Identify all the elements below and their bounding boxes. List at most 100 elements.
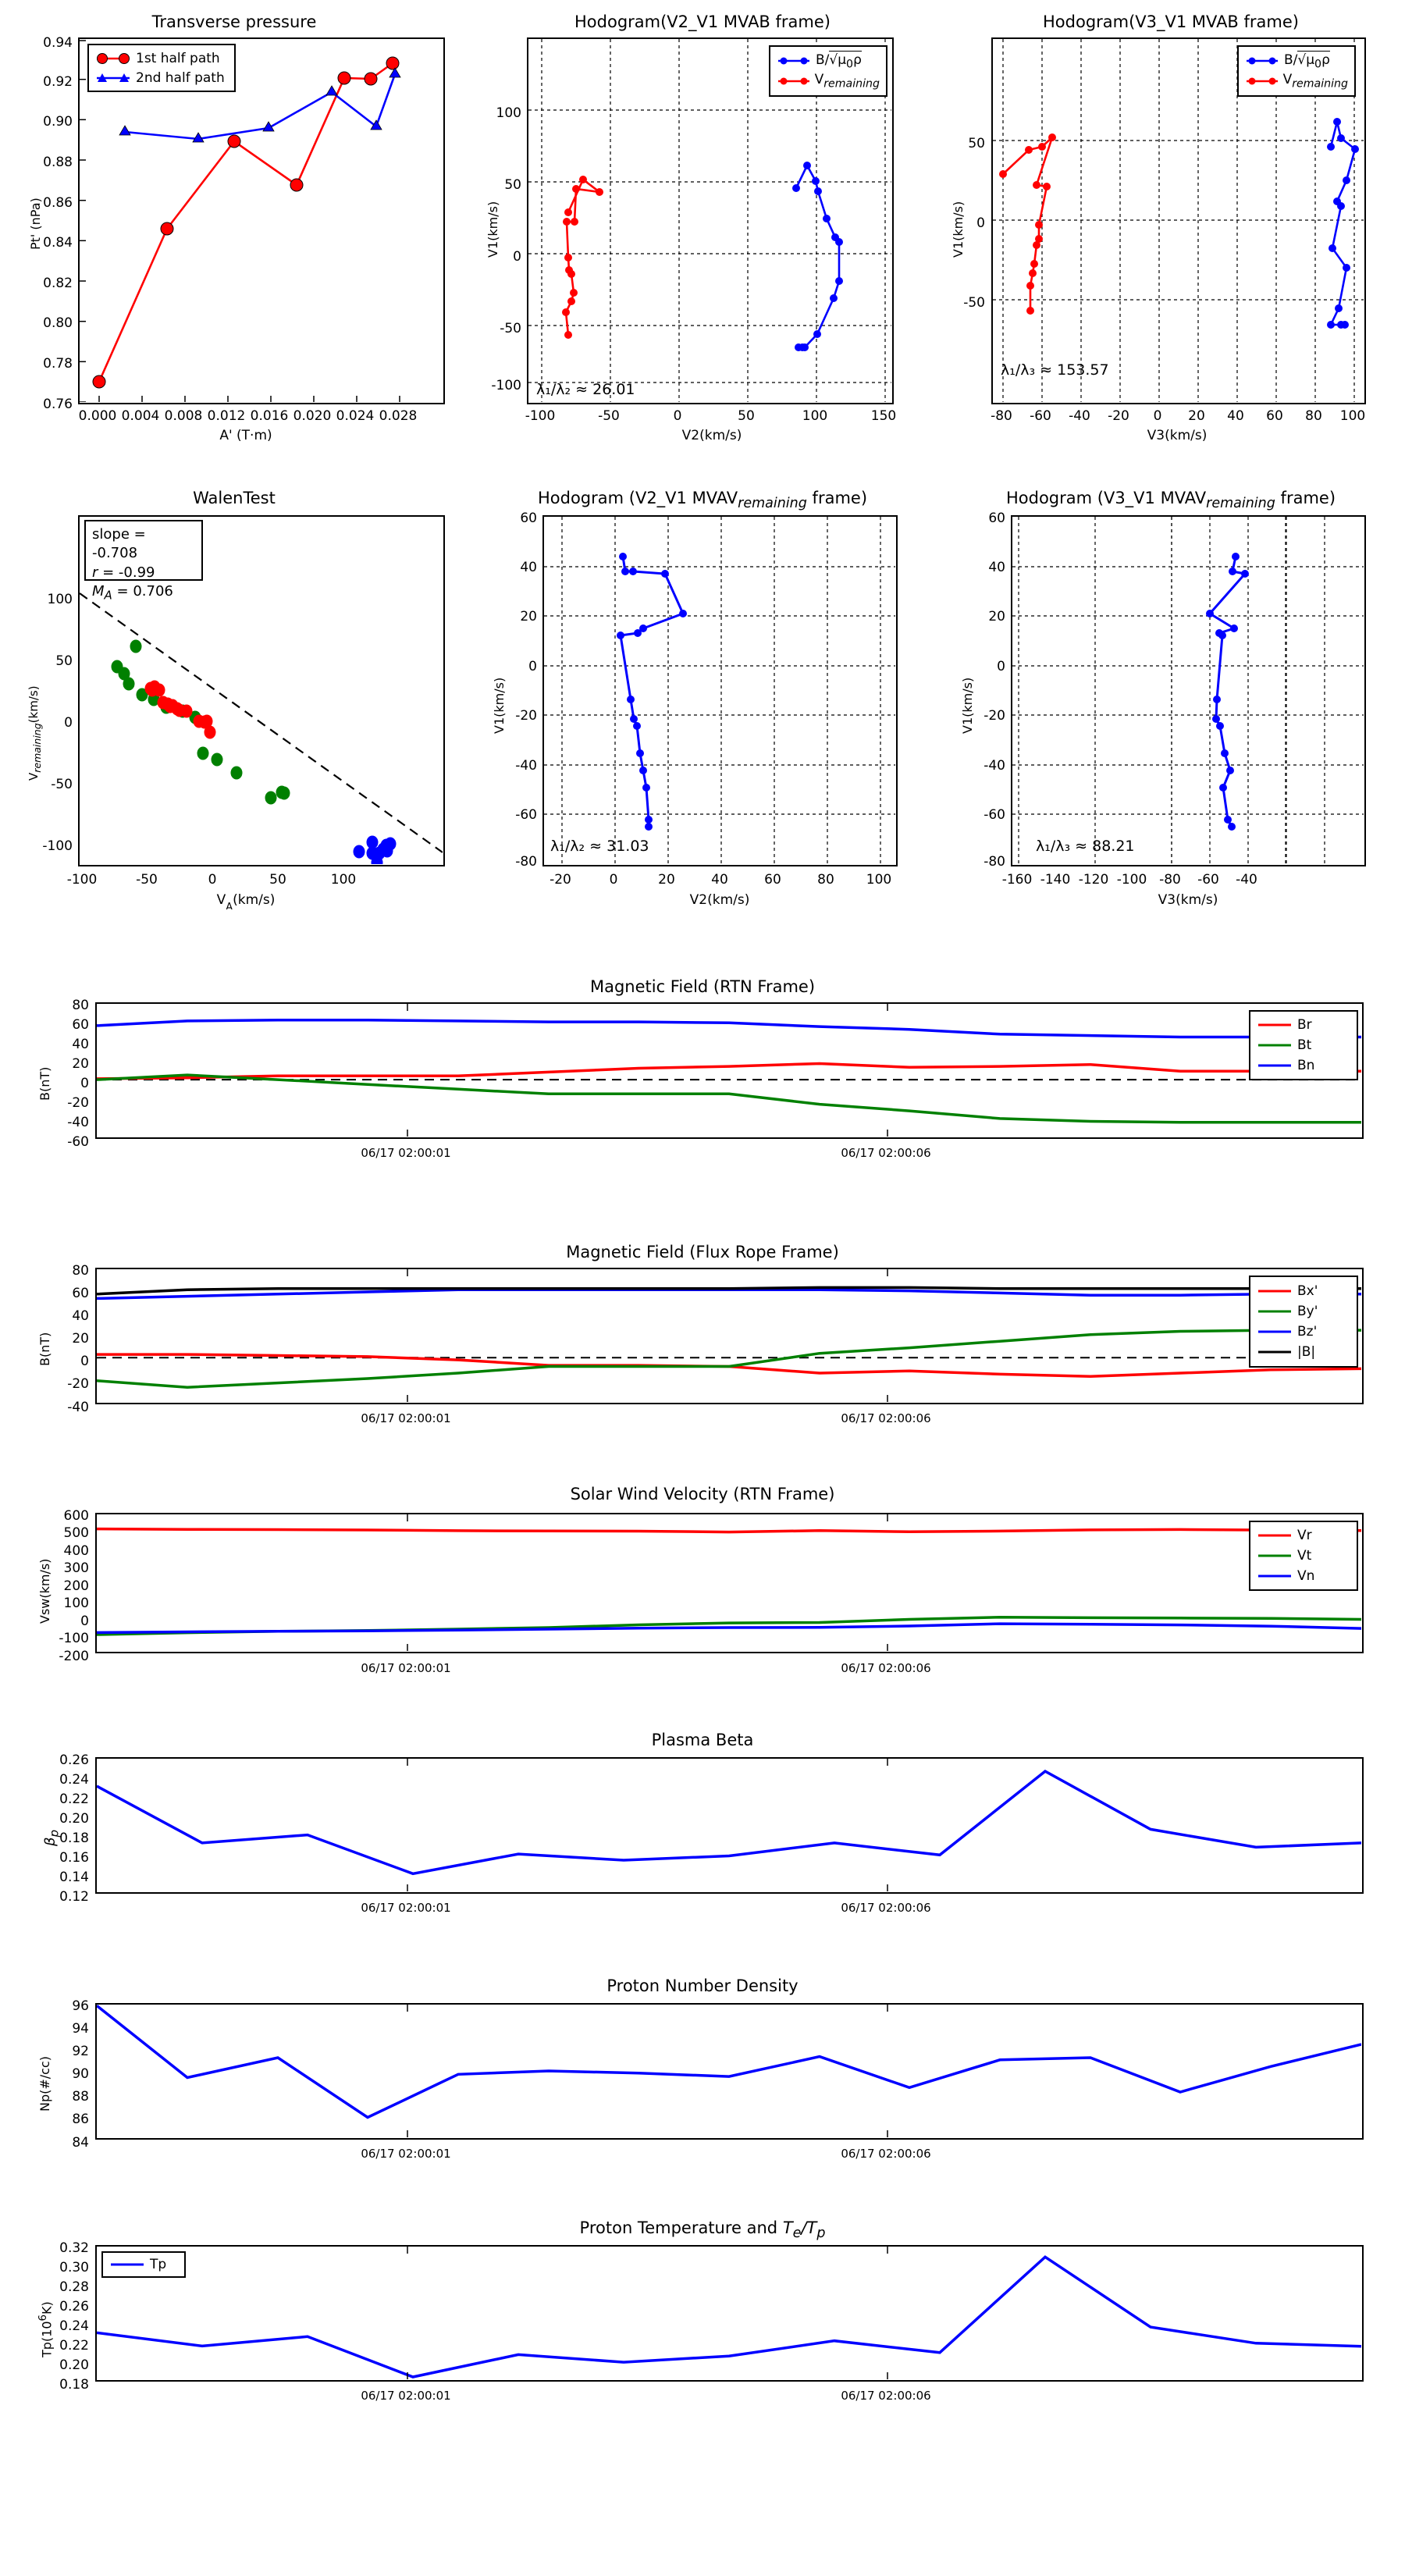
svg-text:0.90: 0.90 (43, 114, 73, 130)
panel-magnetic-field-fluxrope: Magnetic Field (Flux Rope Frame) 80 60 40… (0, 1241, 1405, 1460)
svg-text:-60: -60 (515, 807, 537, 823)
panel-hodogram-v2v1-mvab: Hodogram(V2_V1 MVAB frame) λ₁/λ₂ ≈ 26.01 (468, 8, 937, 453)
svg-text:0.20: 0.20 (59, 2357, 89, 2373)
legend-item: Bt (1257, 1035, 1350, 1055)
svg-text:-40: -40 (1069, 408, 1090, 424)
svg-text:84: 84 (72, 2135, 89, 2149)
panel-title: Solar Wind Velocity (RTN Frame) (570, 1485, 835, 1503)
svg-text:0.32: 0.32 (59, 2240, 89, 2256)
tp-yticks: 0.32 0.30 0.28 0.26 0.24 0.22 0.20 0.18 (59, 2240, 89, 2391)
svg-text:-40: -40 (984, 758, 1005, 774)
panel-solar-wind-velocity: Solar Wind Velocity (RTN Frame) 600 500 4… (0, 1483, 1405, 1710)
beta-ylabel: βp (42, 1829, 62, 1846)
svg-text:-120: -120 (1079, 872, 1109, 888)
svg-text:-100: -100 (525, 408, 556, 424)
svg-text:100: 100 (866, 872, 891, 888)
svg-text:50: 50 (269, 872, 286, 888)
svg-text:60: 60 (72, 1017, 89, 1033)
svg-text:-80: -80 (515, 854, 537, 870)
walen-xticks: -100 -50 0 50 100 VA(km/s) (67, 872, 357, 909)
svg-text:96: 96 (72, 1998, 89, 2014)
lambda-annotation: λ₁/λ₃ ≈ 88.21 (1036, 838, 1135, 855)
svg-text:-60: -60 (984, 807, 1005, 823)
svg-text:50: 50 (738, 408, 755, 424)
svg-text:80: 80 (817, 872, 834, 888)
panel-magnetic-field-rtn: Magnetic Field (RTN Frame) 80 60 40 20 0 -2… (0, 976, 1405, 1194)
np-yticks: 96 94 92 90 88 86 84 (72, 1998, 89, 2149)
svg-text:40: 40 (988, 560, 1005, 575)
np-svg (97, 2005, 1361, 2137)
svg-text:60: 60 (988, 511, 1005, 526)
svg-text:-80: -80 (984, 854, 1005, 870)
svg-text:50: 50 (504, 177, 521, 193)
svg-text:-50: -50 (51, 777, 73, 792)
svg-text:0.84: 0.84 (43, 235, 73, 251)
legend-item: Vt (1257, 1546, 1350, 1566)
legend-label: B/√μ0ρ (816, 51, 862, 71)
svg-text:0.16: 0.16 (59, 1850, 89, 1866)
walen-slope: slope = -0.708 (92, 526, 146, 562)
legend-label: By' (1297, 1304, 1318, 1319)
legend-item: 2nd half path (95, 68, 228, 87)
svg-text:0.26: 0.26 (59, 1752, 89, 1768)
svg-text:50: 50 (55, 653, 73, 669)
legend-item: |B| (1257, 1342, 1350, 1362)
np-ylabel: Np(#/cc) (37, 2056, 52, 2112)
plot-area (95, 2245, 1364, 2382)
mfrtn-yticks: 80 60 40 20 0 -20 -40 -60 (67, 998, 89, 1148)
plot-area (95, 1757, 1364, 1894)
svg-text:400: 400 (64, 1543, 89, 1559)
svg-text:0.24: 0.24 (59, 1772, 89, 1788)
walen-xlabel: VA(km/s) (217, 892, 276, 909)
legend-item: Vn (1257, 1566, 1350, 1586)
svg-text:0.22: 0.22 (59, 2338, 89, 2354)
svg-text:60: 60 (1266, 408, 1283, 424)
hodogram4-xticks: -160 -140 -120 -100 -80 -60 -40 V3(km/s) (1002, 872, 1257, 908)
hodogram4-xlabel: V3(km/s) (1158, 892, 1218, 908)
legend-item: Br (1257, 1015, 1350, 1035)
panel-walen-test: WalenTest (0, 484, 468, 921)
panel-title: Magnetic Field (RTN Frame) (589, 977, 816, 996)
svg-text:0: 0 (80, 1354, 89, 1369)
panel-title: Proton Temperature and Te/Tp (579, 2218, 826, 2242)
xtick-label: 06/17 02:00:01 (361, 2389, 451, 2403)
svg-text:0.26: 0.26 (59, 2299, 89, 2314)
plot-area (95, 2003, 1364, 2140)
legend-item: Bx' (1257, 1281, 1350, 1301)
svg-text:0.020: 0.020 (293, 408, 332, 424)
svg-text:0.24: 0.24 (59, 2318, 89, 2334)
svg-text:-40: -40 (1236, 872, 1257, 888)
walen-ma: MA = 0.706 (92, 582, 173, 603)
legend-item: Vremaining (777, 71, 880, 91)
svg-text:-40: -40 (515, 758, 537, 774)
legend-label: Br (1297, 1017, 1312, 1033)
panel-title: Hodogram (V2_V1 MVAVremaining frame) (537, 489, 868, 512)
beta-yticks: 0.26 0.24 0.22 0.20 0.18 0.16 0.14 0.12 (59, 1752, 89, 1903)
hodogram1-yticks: 100 50 0 -50 -100 (491, 105, 521, 393)
svg-text:60: 60 (764, 872, 781, 888)
svg-text:-200: -200 (59, 1649, 89, 1663)
hodogram4-ylabel: V1(km/s) (960, 677, 975, 734)
svg-text:0.12: 0.12 (59, 1889, 89, 1903)
hodogram3-yticks: 60 40 20 0 -20 -40 -60 -80 (515, 511, 537, 870)
svg-text:-80: -80 (1159, 872, 1181, 888)
svg-text:50: 50 (968, 136, 985, 151)
svg-text:60: 60 (520, 511, 537, 526)
hodogram1-ylabel: V1(km/s) (486, 201, 500, 258)
walen-ylabel: Vremaining(km/s) (27, 685, 43, 781)
svg-text:0.80: 0.80 (43, 315, 73, 331)
panel-transverse-pressure: Transverse pressure (0, 8, 468, 453)
tp-ylabel: Tp(106K) (37, 2301, 55, 2357)
svg-text:90: 90 (72, 2066, 89, 2082)
xtick-label: 06/17 02:00:01 (361, 1411, 451, 1425)
svg-text:-60: -60 (67, 1134, 89, 1148)
svg-text:-20: -20 (1108, 408, 1129, 424)
panel-title: Plasma Beta (651, 1731, 754, 1749)
svg-text:-50: -50 (500, 321, 521, 336)
legend-item: By' (1257, 1301, 1350, 1322)
vsw-legend: Vr Vt Vn (1249, 1521, 1358, 1591)
legend-item: Bn (1257, 1055, 1350, 1076)
svg-text:20: 20 (520, 609, 537, 624)
svg-text:0.78: 0.78 (43, 356, 73, 372)
svg-text:-50: -50 (963, 295, 985, 311)
